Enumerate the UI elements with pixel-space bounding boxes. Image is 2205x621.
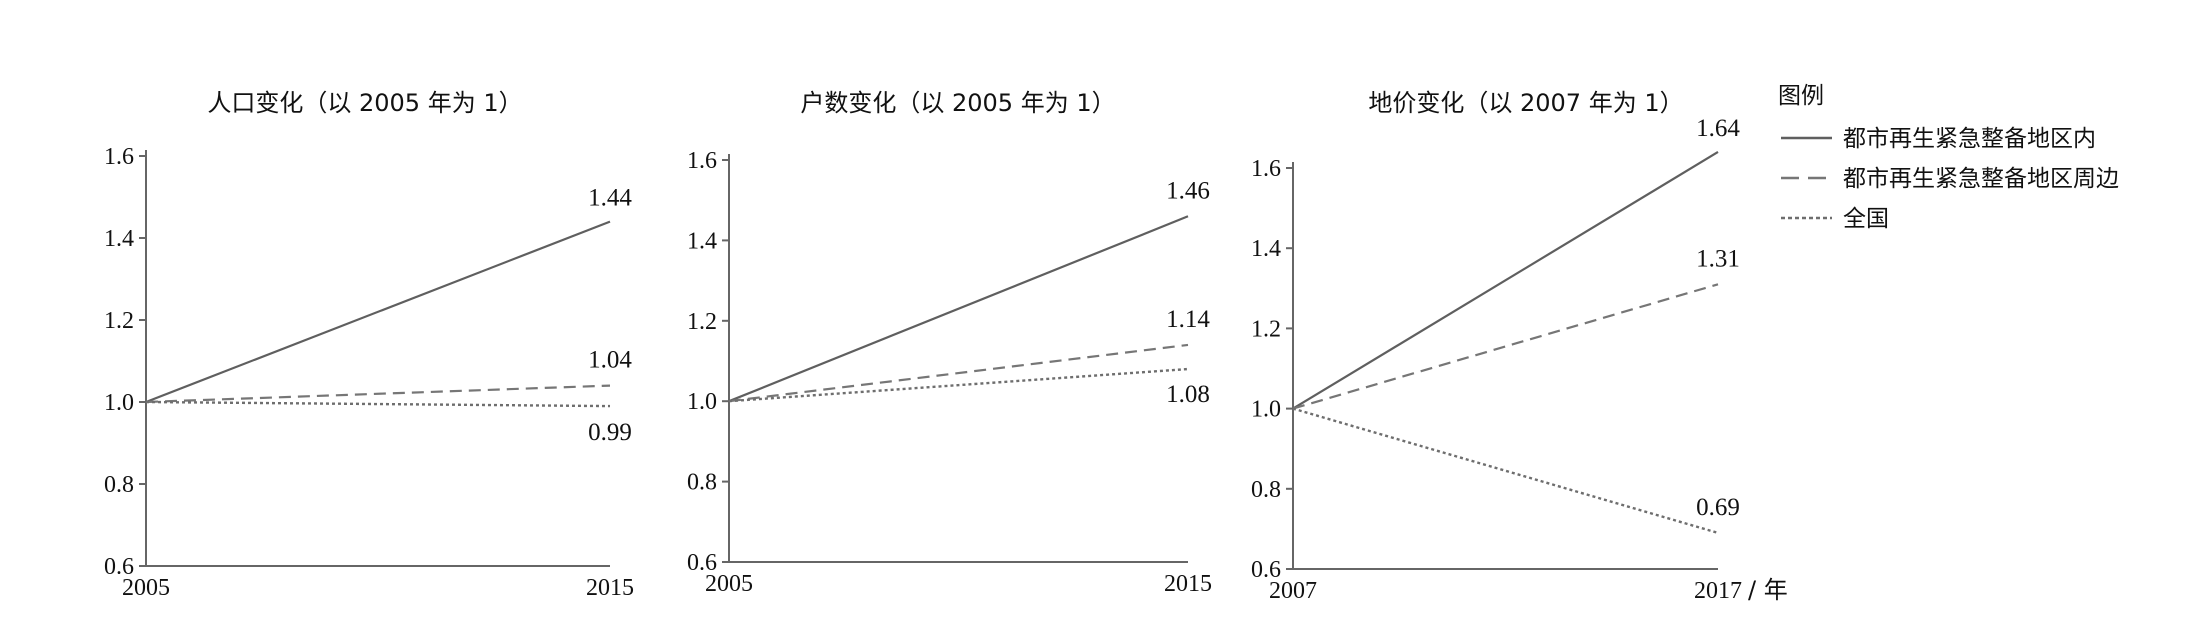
y-tick-label: 1.4	[1251, 236, 1281, 262]
series-line-solid	[728, 215, 1189, 403]
series-line-dashed	[1292, 283, 1719, 410]
chart-panel-3: 地价变化（以 2007 年为 1） 0.6 0.8 1.0 1.2 1.4 1.6 2007 2…	[1251, 89, 1788, 604]
data-label: 1.64	[1696, 115, 1740, 142]
legend-label: 都市再生紧急整备地区内	[1843, 126, 2096, 152]
series-line-dotted	[145, 400, 611, 408]
data-label: 0.99	[588, 419, 632, 446]
y-tick-label: 1.4	[104, 226, 134, 252]
legend-title: 图例	[1778, 83, 1824, 109]
data-label: 1.04	[588, 347, 632, 374]
y-tick-label: 1.6	[104, 144, 134, 170]
y-tick-label: 1.0	[1251, 397, 1281, 423]
y-tick-label: 0.6	[1251, 557, 1281, 583]
series-line-dotted	[1292, 407, 1719, 535]
y-tick-label: 1.6	[687, 148, 717, 174]
x-tick-label: 2007	[1269, 578, 1317, 604]
data-label: 1.46	[1166, 177, 1210, 204]
chart-title: 户数变化（以 2005 年为 1）	[800, 89, 1115, 117]
data-label: 1.08	[1166, 381, 1210, 408]
y-tick-label: 1.4	[687, 228, 717, 254]
data-label: 1.14	[1166, 306, 1210, 333]
x-tick-label: 2017	[1694, 578, 1742, 604]
y-tick-label: 0.6	[104, 554, 134, 580]
y-tick-label: 1.2	[687, 309, 717, 335]
y-tick-label: 1.0	[687, 389, 717, 415]
legend-label: 全国	[1843, 206, 1889, 232]
chart-title: 人口变化（以 2005 年为 1）	[207, 89, 522, 117]
y-tick-label: 1.0	[104, 390, 134, 416]
series-line-dotted	[728, 367, 1189, 403]
y-tick-label: 0.8	[104, 472, 134, 498]
legend-label: 都市再生紧急整备地区周边	[1843, 166, 2119, 192]
data-label: 1.31	[1696, 245, 1740, 272]
legend-item-solid: 都市再生紧急整备地区内	[1781, 126, 2096, 152]
series-line-dashed	[728, 343, 1189, 403]
x-tick-label: 2015	[586, 575, 634, 601]
x-tick-label: 2015	[1164, 571, 1212, 597]
series-line-solid	[145, 220, 611, 404]
legend-item-dashed: 都市再生紧急整备地区周边	[1781, 166, 2119, 192]
chart-panel-1: 人口变化（以 2005 年为 1） 0.6 0.8 1.0 1.2 1.4 1.6 2005 2…	[104, 89, 634, 601]
chart-title: 地价变化（以 2007 年为 1）	[1368, 89, 1683, 117]
series-line-dashed	[145, 384, 611, 404]
y-tick-label: 1.2	[1251, 316, 1281, 342]
y-tick-label: 0.8	[1251, 477, 1281, 503]
y-tick-label: 1.6	[1251, 156, 1281, 182]
x-axis-unit: / 年	[1748, 576, 1788, 604]
x-tick-label: 2005	[122, 575, 170, 601]
data-label: 1.44	[588, 185, 632, 212]
chart-panel-2: 户数变化（以 2005 年为 1） 0.6 0.8 1.0 1.2 1.4 1.6 2005 2…	[687, 89, 1212, 597]
data-label: 0.69	[1696, 494, 1740, 521]
y-tick-label: 1.2	[104, 308, 134, 334]
y-tick-label: 0.8	[687, 470, 717, 496]
legend-item-dotted: 全国	[1781, 206, 1889, 232]
series-line-solid	[1292, 151, 1719, 410]
y-tick-label: 0.6	[687, 550, 717, 576]
x-tick-label: 2005	[705, 571, 753, 597]
